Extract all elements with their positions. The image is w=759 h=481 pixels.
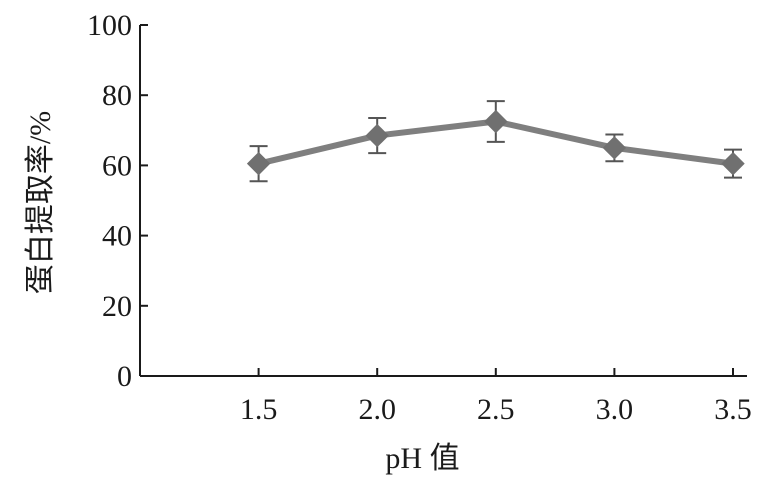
y-tick-label: 0 [117,360,132,393]
y-axis-title: 蛋白提取率/% [24,111,57,294]
x-tick-label: 1.5 [240,393,278,426]
data-point-marker [721,151,745,176]
data-point-marker [365,123,389,148]
y-tick-label: 60 [102,149,132,182]
x-tick-label: 2.5 [477,393,515,426]
y-tick-label: 40 [102,220,132,253]
y-tick-label: 20 [102,290,132,323]
y-tick-label: 80 [102,79,132,112]
series-layer [246,100,745,183]
axes: 0 20 40 60 80 100 1.5 2.0 2.5 3.0 3.5 [87,9,752,426]
x-tick-label: 3.5 [714,393,752,426]
x-tick-label: 2.0 [358,393,396,426]
y-tick-label: 100 [87,9,132,42]
x-tick-label: 3.0 [596,393,634,426]
data-point-marker [246,151,271,176]
data-point-marker [602,136,627,160]
data-point-marker [484,109,508,134]
x-axis-title: pH 值 [385,442,459,475]
